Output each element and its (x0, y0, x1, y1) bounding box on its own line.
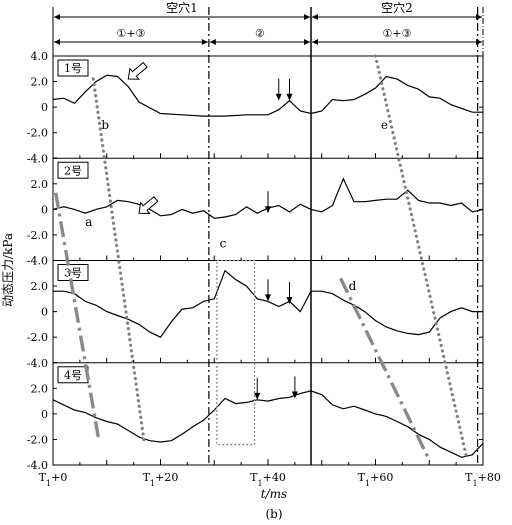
y-tick-label: 0 (41, 203, 48, 216)
span-arrow-left (312, 14, 318, 20)
panel: 4号 (52, 366, 484, 458)
stage-span (209, 39, 310, 45)
cavity-span (54, 14, 310, 20)
y-tick-label: 0 (41, 101, 48, 114)
pressure-trace (52, 74, 483, 117)
span-arrow-left (312, 39, 318, 45)
span-arrow-right (201, 39, 208, 45)
thin-arrow (265, 191, 271, 214)
thin-arrow (291, 376, 298, 399)
span-arrow-left (209, 39, 216, 45)
x-axis-label: t/ms (261, 487, 287, 501)
y-tick-label: 4.0 (31, 50, 49, 63)
panel-label-box (57, 59, 89, 77)
figure-caption: (b) (265, 507, 282, 521)
annotation-label: e (381, 118, 388, 132)
cavity-label: 空穴2 (381, 0, 413, 15)
y-tick-label: -2.0 (27, 433, 48, 446)
thin-arrow (254, 377, 261, 400)
y-tick-label: 0 (41, 408, 48, 421)
axes: 4.0 2.0 0 -2.0 -4.0 2.0 0 -2.0 -4.0 2.0 0 -2.0 -4.0 2… (27, 50, 501, 488)
y-tick-label: -4.0 (27, 255, 48, 268)
thin-arrow (286, 281, 293, 304)
y-tick-label: 2.0 (31, 280, 49, 293)
annotation-label: b (101, 118, 109, 132)
x-tick-label: T1+80 (465, 471, 501, 488)
overlay-dotted-b (91, 77, 146, 445)
span-arrow-right (304, 39, 310, 45)
stage-label: ② (255, 27, 265, 40)
pressure-trace (52, 390, 484, 458)
span-arrow-right (476, 39, 482, 45)
thin-arrow-head (265, 294, 271, 302)
panel-label-box (57, 264, 89, 281)
panel: 3号 d (53, 264, 483, 338)
span-arrow-right (304, 14, 310, 20)
stage-span (54, 39, 208, 45)
y-tick-label: 2.0 (31, 178, 49, 191)
annotation-label: d (349, 279, 357, 293)
hollow-arrow-shape (138, 196, 159, 214)
y-tick-label: 0 (41, 306, 48, 319)
panel-label: 3号 (64, 267, 82, 280)
y-tick-label: 2.0 (31, 382, 49, 395)
y-tick-label: -4.0 (27, 459, 48, 472)
phase-header: 空穴1 空穴2 ①+③ ② ①+③ (52, 0, 484, 56)
thin-arrow-head (286, 296, 293, 304)
y-tick-label: -2.0 (27, 331, 48, 344)
span-arrow-left (54, 39, 60, 45)
x-tick-label: T1+0 (39, 471, 68, 488)
thin-arrow-head (275, 93, 282, 101)
hollow-arrow-shape (127, 61, 148, 80)
highlight-box-c (216, 259, 256, 446)
hollow-arrow (127, 61, 148, 80)
trend-overlays (54, 54, 469, 461)
thin-arrow (286, 78, 293, 101)
overlay-dashdot-d (339, 277, 431, 461)
y-axis-label: 动态压力/kPa (1, 233, 15, 307)
y-tick-label: -4.0 (27, 152, 48, 165)
y-tick-label: -2.0 (27, 127, 48, 140)
x-tick-label: T1+40 (250, 471, 286, 488)
annotation-label: c (220, 237, 227, 251)
panel-label-box (57, 161, 89, 179)
overlay-dotted-e (373, 54, 469, 461)
panel-label: 2号 (64, 164, 82, 177)
annotation-label: a (85, 215, 92, 229)
span-arrow-right (476, 14, 482, 20)
span-arrow-left (54, 14, 60, 20)
panels: 1号 b e 2号 a c 3号 d 4号 (52, 59, 484, 458)
hollow-arrow (138, 196, 159, 214)
panel-label: 4号 (64, 369, 82, 382)
y-tick-label: 2.0 (31, 76, 49, 89)
x-tick-label: T1+60 (358, 471, 394, 488)
overlay-dashdot-a (54, 192, 101, 440)
cavity-label: 空穴1 (166, 0, 198, 15)
plot-frame (52, 7, 484, 466)
panel: 2号 a c (52, 161, 484, 251)
thin-arrow-head (291, 391, 298, 399)
stage-label: ①+③ (383, 27, 412, 40)
stage-label: ①+③ (116, 27, 145, 40)
panel: 1号 b e (52, 59, 483, 132)
y-tick-label: -4.0 (27, 357, 48, 370)
thin-arrow-head (254, 392, 261, 400)
panel-label: 1号 (64, 62, 82, 75)
thin-arrow-head (265, 206, 271, 214)
thin-arrow (275, 78, 282, 101)
y-tick-label: -2.0 (27, 229, 48, 242)
thin-arrow-head (286, 93, 293, 101)
x-tick-label: T1+20 (143, 471, 179, 488)
thin-arrow (265, 279, 271, 302)
